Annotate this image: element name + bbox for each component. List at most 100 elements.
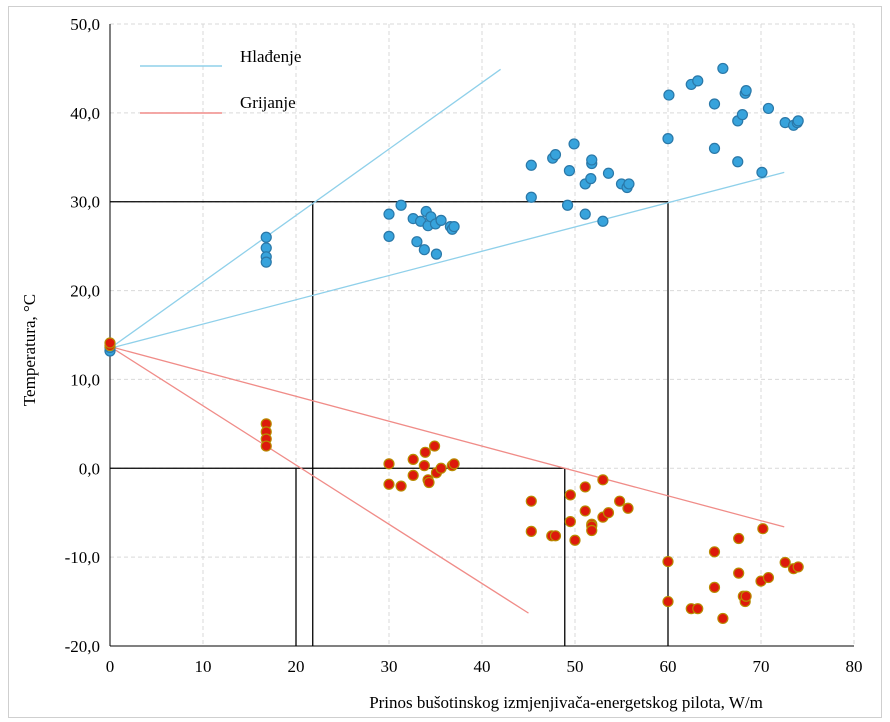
data-point-hladjenje <box>261 232 271 242</box>
data-point-grijanje <box>623 503 633 513</box>
data-point-grijanje <box>565 517 575 527</box>
data-point-grijanje <box>105 338 115 348</box>
x-tick-label: 50 <box>567 657 584 676</box>
x-tick-label: 70 <box>753 657 770 676</box>
data-point-hladjenje <box>526 192 536 202</box>
data-point-grijanje <box>580 482 590 492</box>
data-point-hladjenje <box>757 167 767 177</box>
data-point-grijanje <box>449 459 459 469</box>
x-tick-label: 10 <box>195 657 212 676</box>
data-point-hladjenje <box>449 222 459 232</box>
trend-line <box>110 172 784 348</box>
legend: Hlađenje Grijanje <box>140 47 301 113</box>
y-tick-label: 10,0 <box>70 370 100 389</box>
data-point-grijanje <box>420 447 430 457</box>
data-point-hladjenje <box>793 116 803 126</box>
data-point-hladjenje <box>563 200 573 210</box>
y-tick-label: 30,0 <box>70 193 100 212</box>
x-axis-title: Prinos bušotinskog izmjenjivača-energets… <box>369 693 763 712</box>
data-point-hladjenje <box>587 155 597 165</box>
data-point-grijanje <box>734 533 744 543</box>
data-point-grijanje <box>261 441 271 451</box>
data-point-grijanje <box>693 604 703 614</box>
x-tick-label: 40 <box>474 657 491 676</box>
data-point-grijanje <box>718 613 728 623</box>
data-point-grijanje <box>734 568 744 578</box>
data-point-hladjenje <box>412 237 422 247</box>
data-point-hladjenje <box>737 110 747 120</box>
data-point-hladjenje <box>733 157 743 167</box>
data-point-grijanje <box>758 524 768 534</box>
data-point-grijanje <box>710 582 720 592</box>
data-point-hladjenje <box>384 209 394 219</box>
data-point-grijanje <box>526 526 536 536</box>
data-point-grijanje <box>424 478 434 488</box>
data-point-hladjenje <box>384 231 394 241</box>
trend-line <box>110 347 529 614</box>
data-point-hladjenje <box>718 63 728 73</box>
data-point-grijanje <box>580 506 590 516</box>
data-point-hladjenje <box>550 150 560 160</box>
data-point-grijanje <box>793 562 803 572</box>
data-point-grijanje <box>587 525 597 535</box>
data-point-hladjenje <box>580 209 590 219</box>
data-point-hladjenje <box>598 216 608 226</box>
data-point-hladjenje <box>436 215 446 225</box>
y-tick-label: -10,0 <box>65 548 100 567</box>
data-point-grijanje <box>430 441 440 451</box>
data-point-grijanje <box>710 547 720 557</box>
data-point-hladjenje <box>763 103 773 113</box>
data-point-grijanje <box>408 470 418 480</box>
x-tick-label: 30 <box>381 657 398 676</box>
data-point-grijanje <box>570 535 580 545</box>
data-point-hladjenje <box>603 168 613 178</box>
y-tick-label: 0,0 <box>79 459 100 478</box>
x-tick-label: 80 <box>846 657 863 676</box>
data-point-hladjenje <box>586 174 596 184</box>
data-point-hladjenje <box>564 166 574 176</box>
data-point-hladjenje <box>396 200 406 210</box>
data-point-grijanje <box>384 459 394 469</box>
y-tick-label: -20,0 <box>65 637 100 656</box>
data-point-grijanje <box>741 591 751 601</box>
data-point-grijanje <box>408 454 418 464</box>
data-point-grijanje <box>436 463 446 473</box>
data-points <box>105 63 803 623</box>
data-point-hladjenje <box>710 99 720 109</box>
data-point-grijanje <box>550 531 560 541</box>
data-point-hladjenje <box>710 143 720 153</box>
x-tick-label: 0 <box>106 657 115 676</box>
data-point-grijanje <box>663 597 673 607</box>
data-point-hladjenje <box>664 90 674 100</box>
y-axis-title: Temperatura, °C <box>20 294 39 406</box>
data-point-hladjenje <box>741 86 751 96</box>
x-tick-label: 60 <box>660 657 677 676</box>
y-tick-label: 50,0 <box>70 15 100 34</box>
data-point-hladjenje <box>526 160 536 170</box>
data-point-grijanje <box>384 479 394 489</box>
data-point-grijanje <box>598 475 608 485</box>
data-point-hladjenje <box>624 179 634 189</box>
data-point-grijanje <box>396 481 406 491</box>
data-point-hladjenje <box>261 257 271 267</box>
trend-line <box>110 347 784 527</box>
data-point-hladjenje <box>569 139 579 149</box>
data-point-grijanje <box>603 508 613 518</box>
trend-line <box>110 69 501 348</box>
data-point-hladjenje <box>693 76 703 86</box>
x-tick-label: 20 <box>288 657 305 676</box>
data-point-grijanje <box>419 461 429 471</box>
legend-label-hladjenje: Hlađenje <box>240 47 301 66</box>
data-point-grijanje <box>526 496 536 506</box>
data-point-grijanje <box>565 490 575 500</box>
y-tick-label: 40,0 <box>70 104 100 123</box>
legend-label-grijanje: Grijanje <box>240 93 296 112</box>
data-point-grijanje <box>615 496 625 506</box>
data-point-grijanje <box>763 573 773 583</box>
data-point-grijanje <box>663 557 673 567</box>
data-point-hladjenje <box>431 249 441 259</box>
data-point-hladjenje <box>663 134 673 144</box>
data-point-hladjenje <box>419 245 429 255</box>
